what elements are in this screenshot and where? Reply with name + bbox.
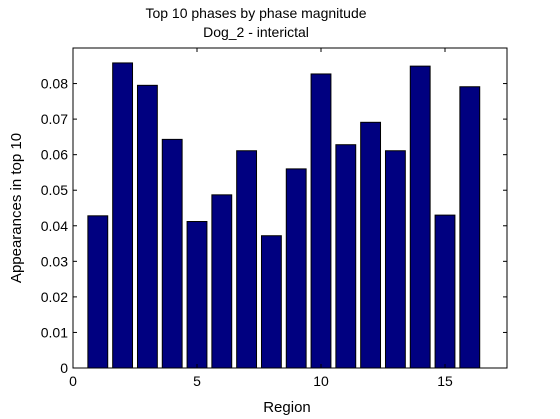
bar-region-4 (161, 138, 183, 369)
x-tick-label: 15 (437, 373, 453, 389)
x-tick-label: 10 (313, 373, 329, 389)
chart-title: Top 10 phases by phase magnitude (145, 5, 366, 21)
bar-region-12 (360, 121, 382, 369)
bar-region-10 (310, 73, 332, 369)
y-tick-label: 0 (60, 360, 68, 376)
bars-group (87, 62, 481, 369)
chart-subtitle: Dog_2 - interictal (203, 24, 309, 40)
y-tick-label: 0.04 (41, 218, 68, 234)
bar-region-13 (384, 150, 406, 369)
bar-region-1 (87, 215, 109, 369)
axes-frame (72, 47, 508, 369)
bar-region-2 (112, 62, 134, 369)
bar-region-11 (335, 144, 357, 369)
bar-region-14 (409, 65, 431, 369)
y-tick-label: 0.01 (41, 324, 68, 340)
bar-region-3 (136, 84, 158, 369)
bar-region-7 (236, 150, 258, 369)
bar-region-5 (186, 221, 208, 369)
x-tick-label: 0 (69, 373, 77, 389)
bar-region-8 (260, 235, 282, 369)
y-tick-label: 0.07 (41, 111, 68, 127)
y-axis-label: Appearances in top 10 (8, 133, 25, 283)
y-tick-label: 0.02 (41, 289, 68, 305)
bar-region-6 (211, 194, 233, 369)
bar-region-9 (285, 168, 307, 369)
x-tick-label: 5 (193, 373, 201, 389)
y-tick-label: 0.03 (41, 253, 68, 269)
ticks-group: 0 5 10 15 0 0.01 0.02 0.03 0.04 0.05 0.06 0.07 0.08 (41, 48, 507, 389)
bar-region-16 (459, 86, 481, 369)
y-tick-label: 0.06 (41, 147, 68, 163)
y-tick-label: 0.05 (41, 182, 68, 198)
bar-region-15 (434, 214, 456, 369)
y-tick-label: 0.08 (41, 76, 68, 92)
x-axis-label: Region (263, 399, 311, 416)
